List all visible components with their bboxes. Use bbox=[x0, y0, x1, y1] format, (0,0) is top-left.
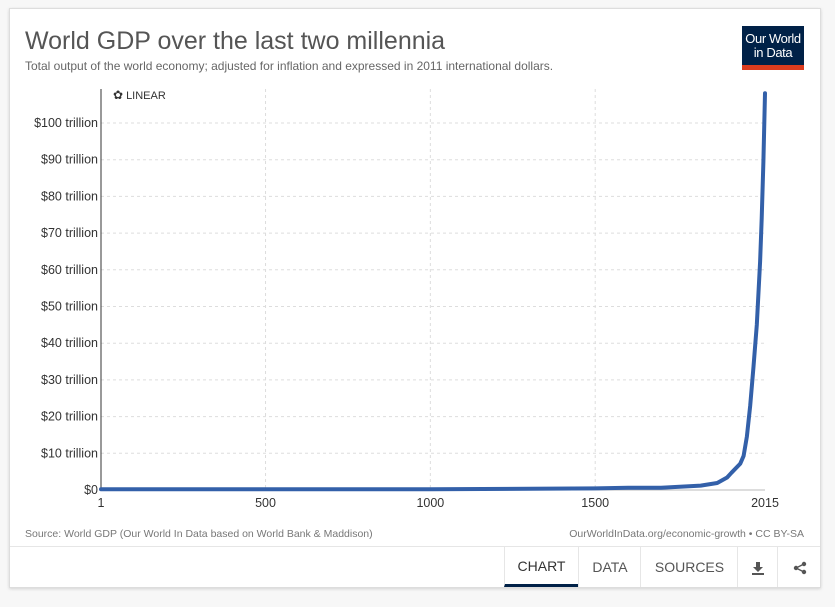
download-button[interactable] bbox=[737, 547, 778, 587]
license-note[interactable]: OurWorldInData.org/economic-growth • CC … bbox=[569, 528, 804, 540]
y-tick-label: $80 trillion bbox=[41, 189, 98, 203]
x-tick-label: 1500 bbox=[581, 496, 609, 510]
y-tick-label: $50 trillion bbox=[41, 300, 98, 314]
y-tick-label: $0 bbox=[84, 483, 98, 497]
y-tick-label: $60 trillion bbox=[41, 263, 98, 277]
source-note[interactable]: Source: World GDP (Our World In Data bas… bbox=[25, 528, 373, 540]
x-tick-label: 500 bbox=[255, 496, 276, 510]
x-tick-label: 2015 bbox=[751, 496, 779, 510]
logo-accent-bar bbox=[742, 65, 804, 70]
y-tick-label: $10 trillion bbox=[41, 446, 98, 460]
tab-chart[interactable]: CHART bbox=[504, 547, 578, 587]
chart-plot: $0 $10 trillion $20 trillion $30 trillion $4… bbox=[34, 89, 779, 510]
y-tick-label: $100 trillion bbox=[34, 116, 98, 130]
share-icon bbox=[793, 562, 806, 575]
chart-subtitle: Total output of the world economy; adjus… bbox=[25, 59, 554, 73]
y-tick-label: $40 trillion bbox=[41, 336, 98, 350]
logo-line-2: in Data bbox=[753, 45, 793, 60]
y-tick-label: $20 trillion bbox=[41, 410, 98, 424]
y-tick-label: $70 trillion bbox=[41, 226, 98, 240]
tab-data[interactable]: DATA bbox=[578, 547, 641, 587]
download-icon bbox=[752, 562, 764, 576]
owid-logo[interactable]: Our World in Data bbox=[742, 26, 804, 70]
logo-line-1: Our World bbox=[745, 31, 801, 46]
series-line bbox=[99, 91, 767, 492]
y-tick-label: $90 trillion bbox=[41, 153, 98, 167]
x-tick-label: 1000 bbox=[416, 496, 444, 510]
tab-bar: CHART DATA SOURCES bbox=[10, 546, 820, 587]
tab-sources[interactable]: SOURCES bbox=[640, 547, 738, 587]
chart-card: World GDP over the last two millennia To… bbox=[9, 8, 821, 588]
y-tick-label: $30 trillion bbox=[41, 373, 98, 387]
x-tick-label: 1 bbox=[98, 496, 105, 510]
chart-title: World GDP over the last two millennia bbox=[25, 27, 446, 55]
scale-toggle[interactable]: ✿ LINEAR bbox=[113, 88, 166, 102]
scale-label: LINEAR bbox=[126, 90, 166, 102]
gear-icon: ✿ bbox=[113, 88, 124, 102]
share-button[interactable] bbox=[777, 547, 821, 587]
